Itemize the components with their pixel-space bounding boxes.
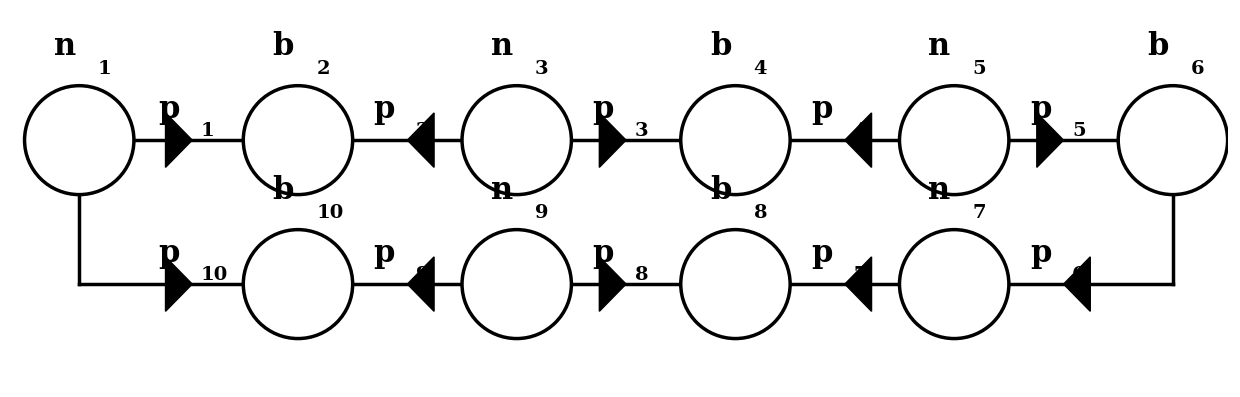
- Text: 3: 3: [534, 60, 548, 78]
- Text: n: n: [929, 175, 951, 206]
- Text: 1: 1: [201, 122, 215, 140]
- Text: p: p: [159, 94, 180, 125]
- Text: 10: 10: [316, 204, 343, 222]
- Polygon shape: [407, 257, 434, 311]
- Text: p: p: [373, 94, 394, 125]
- Ellipse shape: [899, 229, 1009, 339]
- Text: 7: 7: [853, 266, 867, 284]
- Ellipse shape: [681, 229, 790, 339]
- Text: p: p: [593, 94, 614, 125]
- Polygon shape: [165, 257, 192, 311]
- Text: b: b: [711, 175, 732, 206]
- Text: 8: 8: [754, 204, 768, 222]
- Ellipse shape: [243, 229, 352, 339]
- Text: p: p: [373, 237, 394, 268]
- Polygon shape: [844, 257, 872, 311]
- Text: n: n: [491, 31, 513, 62]
- Ellipse shape: [899, 86, 1009, 195]
- Text: n: n: [491, 175, 513, 206]
- Text: p: p: [1029, 237, 1052, 268]
- Text: 9: 9: [534, 204, 548, 222]
- Polygon shape: [165, 113, 192, 168]
- Text: 4: 4: [754, 60, 768, 78]
- Text: n: n: [53, 31, 76, 62]
- Text: 6: 6: [1073, 266, 1086, 284]
- Text: 7: 7: [972, 204, 986, 222]
- Text: 5: 5: [1073, 122, 1086, 140]
- Text: 2: 2: [316, 60, 330, 78]
- Polygon shape: [599, 257, 626, 311]
- Polygon shape: [1037, 113, 1064, 168]
- Text: n: n: [929, 31, 951, 62]
- Ellipse shape: [1118, 86, 1228, 195]
- Text: b: b: [711, 31, 732, 62]
- Polygon shape: [599, 113, 626, 168]
- Text: 10: 10: [201, 266, 228, 284]
- Ellipse shape: [243, 86, 352, 195]
- Ellipse shape: [463, 86, 572, 195]
- Text: 5: 5: [972, 60, 986, 78]
- Text: b: b: [1148, 31, 1169, 62]
- Text: p: p: [811, 94, 832, 125]
- Text: p: p: [159, 237, 180, 268]
- Text: 9: 9: [415, 266, 429, 284]
- Text: b: b: [273, 31, 294, 62]
- Polygon shape: [407, 113, 434, 168]
- Text: 4: 4: [853, 122, 867, 140]
- Polygon shape: [1064, 257, 1090, 311]
- Text: p: p: [811, 237, 832, 268]
- Ellipse shape: [681, 86, 790, 195]
- Text: p: p: [593, 237, 614, 268]
- Text: 6: 6: [1192, 60, 1205, 78]
- Text: 8: 8: [635, 266, 649, 284]
- Text: b: b: [273, 175, 294, 206]
- Ellipse shape: [25, 86, 134, 195]
- Polygon shape: [844, 113, 872, 168]
- Ellipse shape: [463, 229, 572, 339]
- Text: 2: 2: [415, 122, 429, 140]
- Text: 1: 1: [98, 60, 112, 78]
- Text: 3: 3: [635, 122, 649, 140]
- Text: p: p: [1029, 94, 1052, 125]
